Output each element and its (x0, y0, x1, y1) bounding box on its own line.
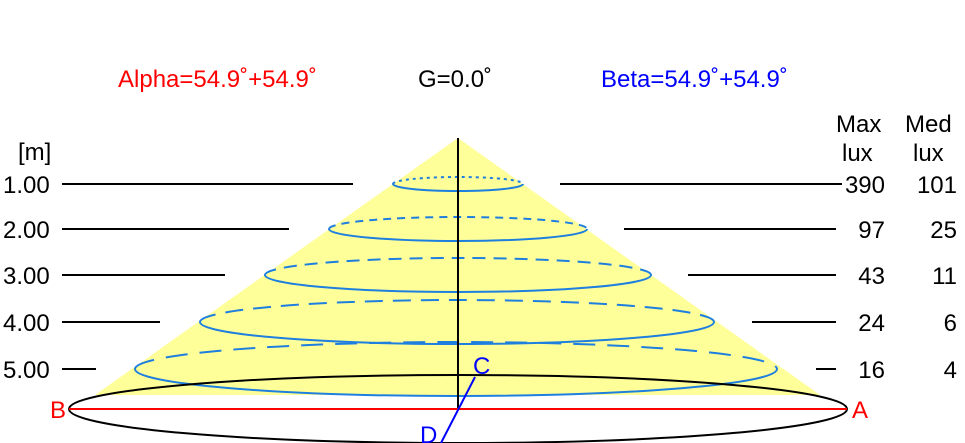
unit-label: [m] (18, 139, 51, 166)
med-lux-1m: 101 (917, 172, 957, 199)
left-leader-lines (62, 183, 353, 370)
right-leader-lines (560, 183, 842, 370)
distance-labels: 1.00 2.00 3.00 4.00 5.00 (3, 172, 50, 384)
point-a-label: A (852, 397, 868, 424)
med-lux-5m: 4 (944, 357, 957, 384)
med-lux-4m: 6 (944, 310, 957, 337)
beta-label: Beta=54.9˚+54.9˚ (601, 66, 788, 93)
max-lux-4m: 24 (858, 310, 885, 337)
point-c-label: C (473, 353, 490, 380)
max-lux-2m: 97 (858, 217, 885, 244)
distance-4m: 4.00 (3, 310, 50, 337)
circle-5m-back (134, 341, 778, 370)
med-header-bottom: lux (913, 140, 944, 167)
med-lux-3m: 11 (932, 263, 957, 290)
distance-2m: 2.00 (3, 217, 50, 244)
max-lux-1m: 390 (845, 172, 885, 199)
beta-line-cd (440, 376, 476, 443)
circle-1m-back (392, 176, 524, 185)
alpha-label: Alpha=54.9˚+54.9˚ (118, 66, 317, 93)
distance-1m: 1.00 (3, 172, 50, 199)
point-d-label: D (420, 422, 437, 443)
illuminance-circles (134, 176, 778, 397)
distance-3m: 3.00 (3, 263, 50, 290)
point-b-label: B (50, 397, 66, 424)
distance-5m: 5.00 (3, 357, 50, 384)
med-lux-2m: 25 (930, 217, 957, 244)
max-lux-5m: 16 (858, 357, 885, 384)
gamma-label: G=0.0˚ (418, 66, 492, 93)
max-header-bottom: lux (842, 140, 873, 167)
med-lux-values: 101 25 11 6 4 (917, 172, 957, 384)
max-lux-3m: 43 (858, 263, 885, 290)
max-lux-values: 390 97 43 24 16 (845, 172, 885, 384)
max-header-top: Max (836, 111, 881, 138)
circle-5m-front (134, 368, 778, 397)
med-header-top: Med (905, 111, 952, 138)
